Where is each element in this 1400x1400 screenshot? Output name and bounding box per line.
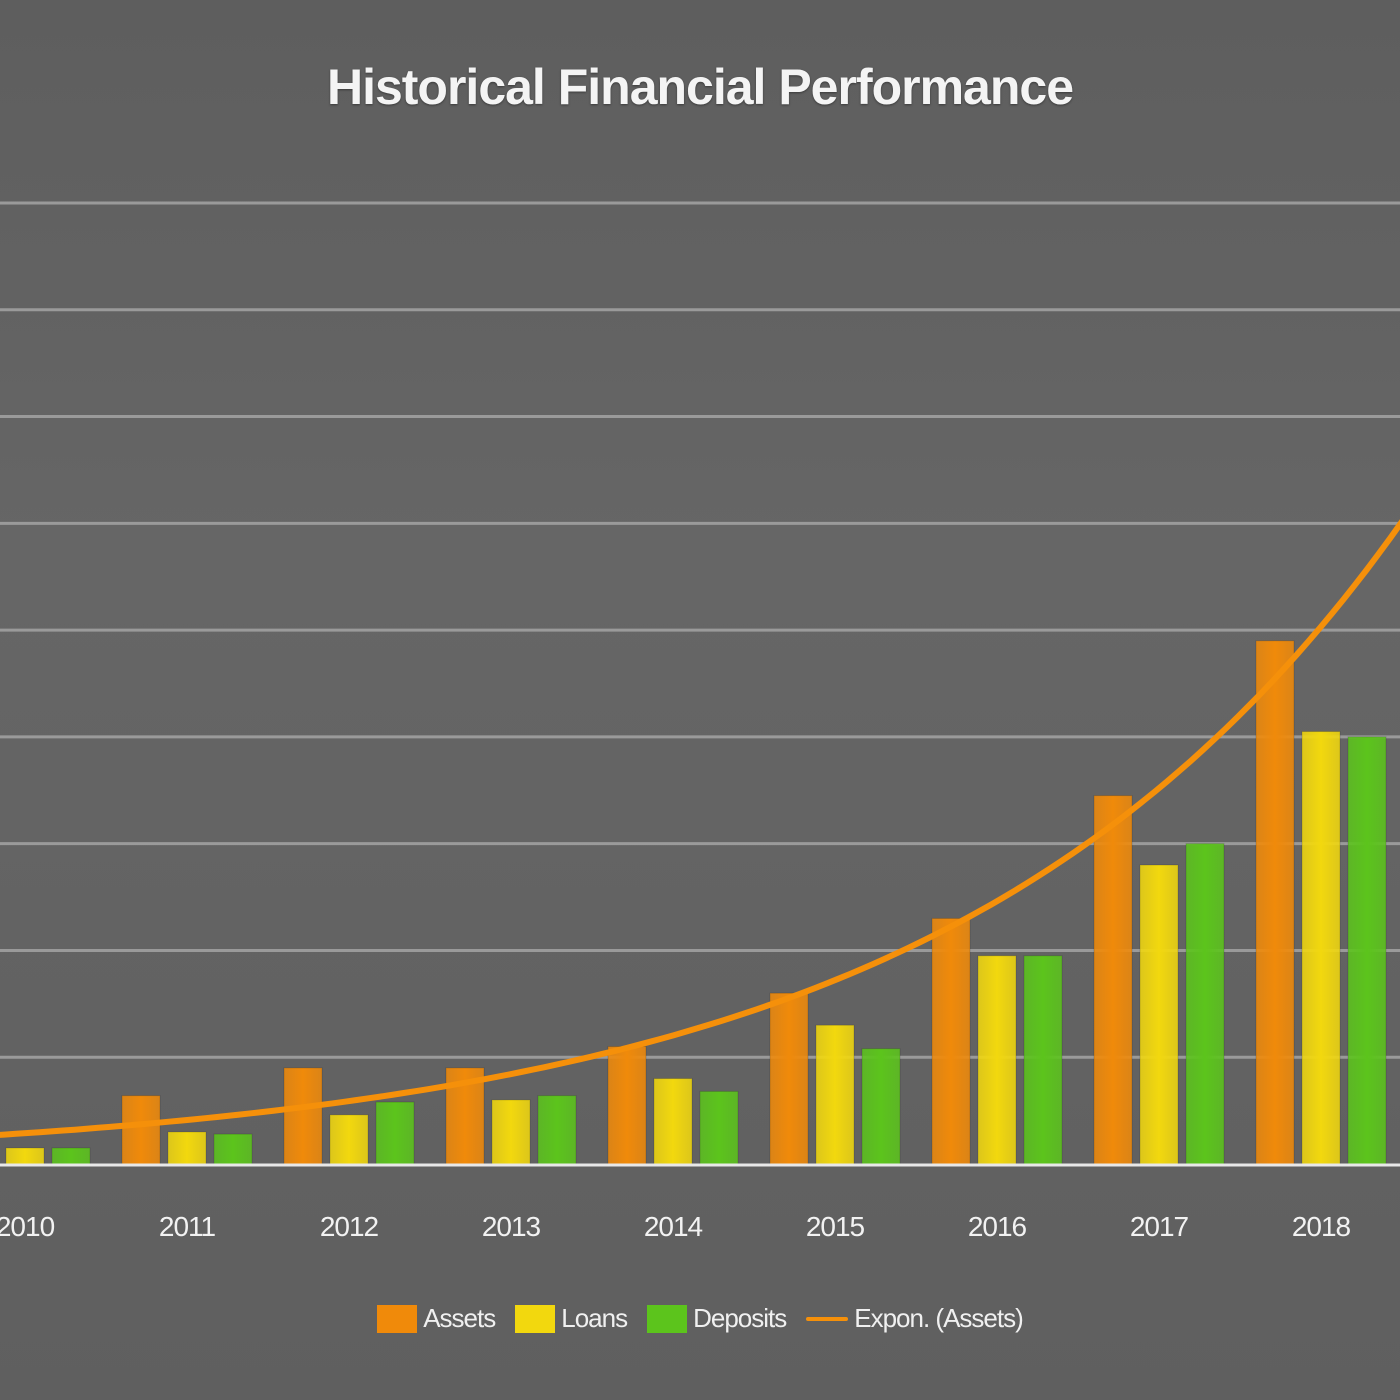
legend-label-assets: Assets	[423, 1303, 496, 1333]
x-tick-label: 2017	[1130, 1211, 1189, 1242]
legend-item-deposits: Deposits	[647, 1303, 787, 1334]
bar-loans-2015	[815, 1024, 855, 1165]
legend-item-loans: Loans	[515, 1303, 628, 1334]
legend-label-trendline: Expon. (Assets)	[854, 1303, 1024, 1333]
trendline-expon-assets	[0, 519, 1400, 1138]
bar-loans-2014	[653, 1078, 693, 1165]
bar-assets-2016	[931, 917, 971, 1165]
bar-loans-2011	[167, 1131, 207, 1165]
bar-assets-2017	[1093, 795, 1133, 1165]
legend-swatch-assets	[377, 1304, 418, 1333]
legend-item-assets: Assets	[377, 1303, 496, 1334]
bar-assets-2011	[121, 1095, 161, 1165]
bar-deposits-2013	[537, 1095, 577, 1165]
x-tick-label: 2016	[968, 1211, 1027, 1242]
bar-loans-2010	[5, 1147, 45, 1165]
bar-assets-2012	[283, 1067, 323, 1165]
bar-deposits-2014	[699, 1090, 739, 1165]
bar-assets-2018	[1255, 640, 1295, 1165]
bar-deposits-2018	[1347, 736, 1387, 1165]
bar-loans-2013	[491, 1099, 531, 1165]
legend-swatch-deposits	[647, 1304, 688, 1333]
x-tick-label: 2010	[0, 1211, 55, 1242]
x-tick-label: 2012	[320, 1211, 379, 1242]
bar-assets-2015	[769, 992, 809, 1165]
x-tick-label: 2011	[159, 1211, 216, 1242]
x-tick-label: 2013	[482, 1211, 541, 1242]
bar-deposits-2016	[1023, 955, 1063, 1165]
bar-assets-2014	[607, 1046, 647, 1165]
legend: Assets Loans Deposits Expon. (Assets)	[0, 1303, 1400, 1334]
x-tick-label: 2018	[1292, 1211, 1351, 1242]
bar-loans-2018	[1301, 731, 1341, 1165]
bar-deposits-2017	[1185, 843, 1225, 1165]
x-tick-label: 2014	[644, 1211, 703, 1242]
bar-loans-2016	[977, 955, 1017, 1165]
bar-deposits-2015	[861, 1048, 901, 1165]
bar-deposits-2011	[213, 1133, 253, 1165]
legend-line-trendline	[806, 1316, 849, 1321]
bar-loans-2012	[329, 1114, 369, 1165]
legend-label-loans: Loans	[561, 1303, 628, 1333]
legend-swatch-loans	[515, 1304, 556, 1333]
bar-loans-2017	[1139, 864, 1179, 1165]
bar-deposits-2012	[375, 1101, 415, 1165]
bar-deposits-2010	[51, 1147, 91, 1165]
chart-title: Historical Financial Performance	[326, 59, 1074, 115]
legend-item-trendline: Expon. (Assets)	[806, 1303, 1024, 1334]
legend-label-deposits: Deposits	[693, 1303, 787, 1333]
x-tick-label: 2015	[806, 1211, 865, 1242]
